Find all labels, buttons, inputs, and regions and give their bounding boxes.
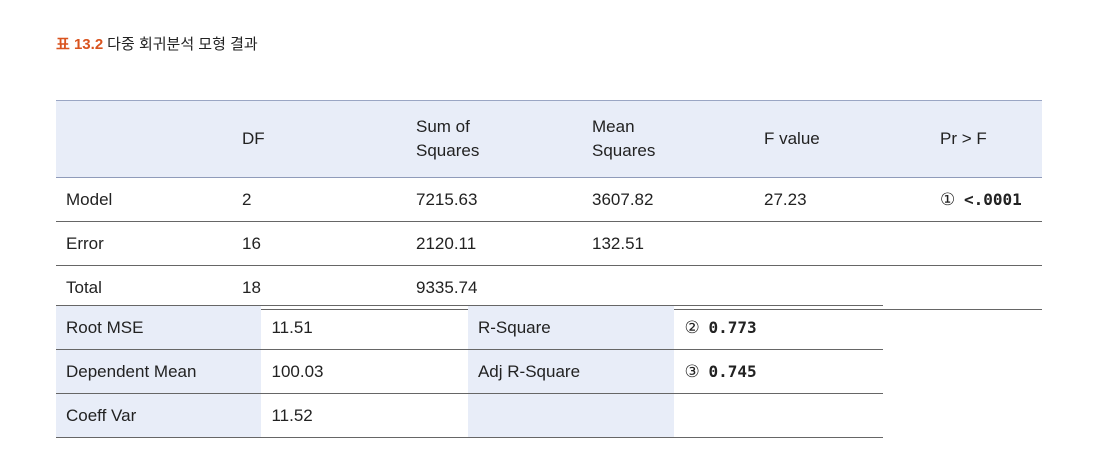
header-sum-of-squares: Sum of Squares xyxy=(406,100,582,178)
header-source xyxy=(56,100,232,178)
table-caption: 표 13.2 다중 회귀분석 모형 결과 xyxy=(56,33,258,54)
fit-label: Root MSE xyxy=(56,305,262,350)
fit-value: 100.03 xyxy=(261,349,468,394)
fit-label xyxy=(467,393,675,438)
row-source: Model xyxy=(56,177,232,222)
row-ms xyxy=(582,265,754,310)
row-p xyxy=(930,221,1042,266)
table-row: Dependent Mean 100.03 Adj R-Square ③ 0.74… xyxy=(56,349,883,394)
p-value: <.0001 xyxy=(964,189,1022,209)
row-f: 27.23 xyxy=(754,177,930,222)
circled-3-marker: ③ xyxy=(684,361,700,381)
circled-2-marker: ② xyxy=(684,317,700,337)
header-mean-squares: Mean Squares xyxy=(582,100,754,178)
anova-header-row: DF Sum of Squares Mean Squares F value P… xyxy=(56,100,1042,178)
header-df: DF xyxy=(232,100,406,178)
header-f-value: F value xyxy=(754,100,930,178)
fit-value: 11.51 xyxy=(261,305,468,350)
table-row: Coeff Var 11.52 xyxy=(56,393,883,438)
table-row: Root MSE 11.51 R-Square ② 0.773 xyxy=(56,305,883,350)
fit-label: R-Square xyxy=(467,305,675,350)
table-number: 표 13.2 xyxy=(56,36,104,53)
table-row: Error 16 2120.11 132.51 xyxy=(56,221,1042,266)
table-row: Model 2 7215.63 3607.82 27.23 ① <.0001 xyxy=(56,177,1042,222)
table-title: 다중 회귀분석 모형 결과 xyxy=(107,36,258,53)
row-f xyxy=(754,265,930,310)
fit-statistics-table: Root MSE 11.51 R-Square ② 0.773 Dependent… xyxy=(56,305,883,438)
fit-value xyxy=(674,393,883,438)
fit-label: Coeff Var xyxy=(56,393,262,438)
fit-label: Dependent Mean xyxy=(56,349,262,394)
fit-value: ② 0.773 xyxy=(674,305,883,350)
row-ms: 132.51 xyxy=(582,221,754,266)
fit-label: Adj R-Square xyxy=(467,349,675,394)
table-row: Total 18 9335.74 xyxy=(56,265,1042,310)
row-p: ① <.0001 xyxy=(930,177,1042,222)
row-ss: 7215.63 xyxy=(406,177,582,222)
row-df: 2 xyxy=(232,177,406,222)
anova-table: DF Sum of Squares Mean Squares F value P… xyxy=(56,100,1042,310)
header-ss-label: Sum of Squares xyxy=(416,117,480,160)
row-ss: 9335.74 xyxy=(406,265,582,310)
fit-value: 11.52 xyxy=(261,393,468,438)
row-df: 16 xyxy=(232,221,406,266)
row-f xyxy=(754,221,930,266)
header-pr-f: Pr > F xyxy=(930,100,1042,178)
fit-value: ③ 0.745 xyxy=(674,349,883,394)
adj-r-square-value: 0.745 xyxy=(708,361,757,381)
row-source: Total xyxy=(56,265,232,310)
row-df: 18 xyxy=(232,265,406,310)
header-ms-label: Mean Squares xyxy=(592,117,656,160)
circled-1-marker: ① xyxy=(940,189,956,209)
row-p xyxy=(930,265,1042,310)
row-ms: 3607.82 xyxy=(582,177,754,222)
row-ss: 2120.11 xyxy=(406,221,582,266)
r-square-value: 0.773 xyxy=(708,317,757,337)
row-source: Error xyxy=(56,221,232,266)
